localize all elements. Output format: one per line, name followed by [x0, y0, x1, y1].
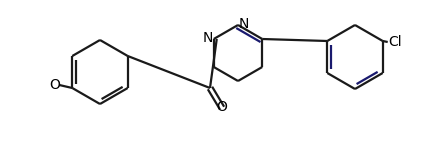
Text: O: O — [49, 78, 60, 92]
Text: Cl: Cl — [389, 35, 402, 49]
Text: N: N — [239, 17, 249, 31]
Text: O: O — [216, 100, 227, 114]
Text: N: N — [202, 31, 213, 45]
